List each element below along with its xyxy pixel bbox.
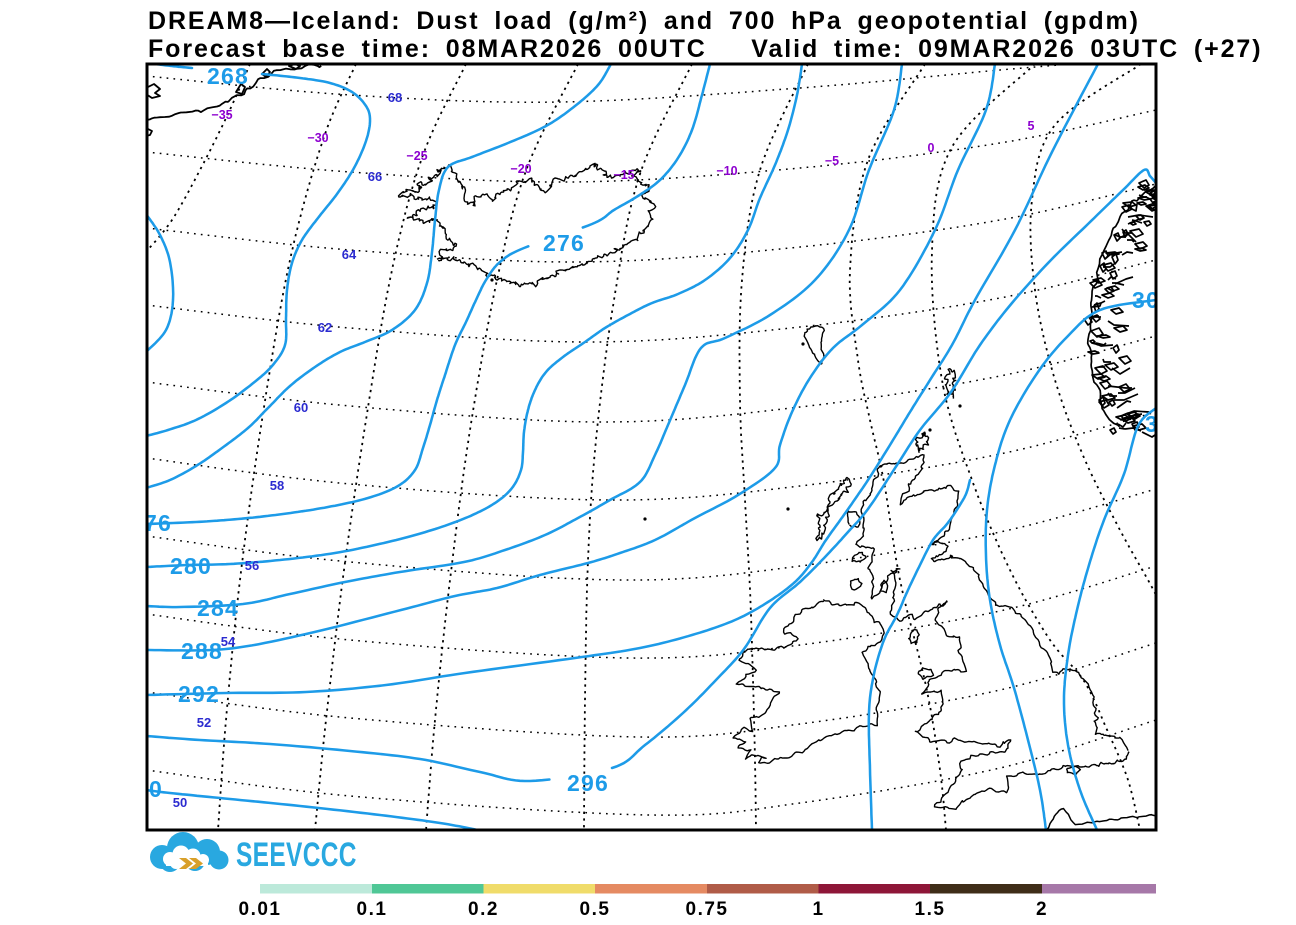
svg-text:−25: −25 (406, 149, 427, 163)
svg-text:276: 276 (543, 230, 585, 256)
svg-text:0: 0 (928, 141, 935, 155)
svg-text:68: 68 (388, 90, 402, 105)
svg-text:0.2: 0.2 (468, 899, 499, 920)
svg-text:284: 284 (197, 595, 239, 621)
svg-text:288: 288 (181, 638, 223, 664)
svg-text:−10: −10 (716, 164, 737, 178)
svg-text:50: 50 (173, 795, 187, 810)
svg-text:0.1: 0.1 (357, 899, 388, 920)
svg-text:0: 0 (149, 776, 163, 802)
svg-text:0.75: 0.75 (686, 899, 729, 920)
svg-text:5: 5 (1028, 119, 1035, 133)
svg-text:54: 54 (221, 634, 236, 649)
svg-text:30: 30 (1132, 287, 1160, 313)
svg-text:58: 58 (270, 478, 284, 493)
svg-text:0.01: 0.01 (239, 899, 282, 920)
svg-text:−35: −35 (211, 108, 232, 122)
svg-text:268: 268 (207, 63, 249, 89)
svg-text:52: 52 (197, 715, 211, 730)
svg-text:280: 280 (170, 553, 212, 579)
svg-text:SEEVCCC: SEEVCCC (236, 836, 357, 874)
svg-text:1.5: 1.5 (915, 899, 946, 920)
svg-text:292: 292 (178, 681, 220, 707)
svg-text:3: 3 (1145, 411, 1159, 437)
svg-text:0.5: 0.5 (580, 899, 611, 920)
svg-text:−30: −30 (307, 131, 328, 145)
svg-text:76: 76 (144, 510, 172, 536)
svg-text:−5: −5 (825, 154, 839, 168)
svg-text:−15: −15 (613, 168, 634, 182)
svg-text:62: 62 (318, 320, 332, 335)
svg-text:2: 2 (1036, 899, 1048, 920)
svg-text:56: 56 (245, 558, 259, 573)
svg-text:−20: −20 (510, 162, 531, 176)
svg-text:1: 1 (812, 899, 824, 920)
svg-text:296: 296 (567, 770, 609, 796)
svg-text:60: 60 (294, 400, 308, 415)
svg-text:66: 66 (368, 169, 382, 184)
svg-text:64: 64 (342, 247, 357, 262)
